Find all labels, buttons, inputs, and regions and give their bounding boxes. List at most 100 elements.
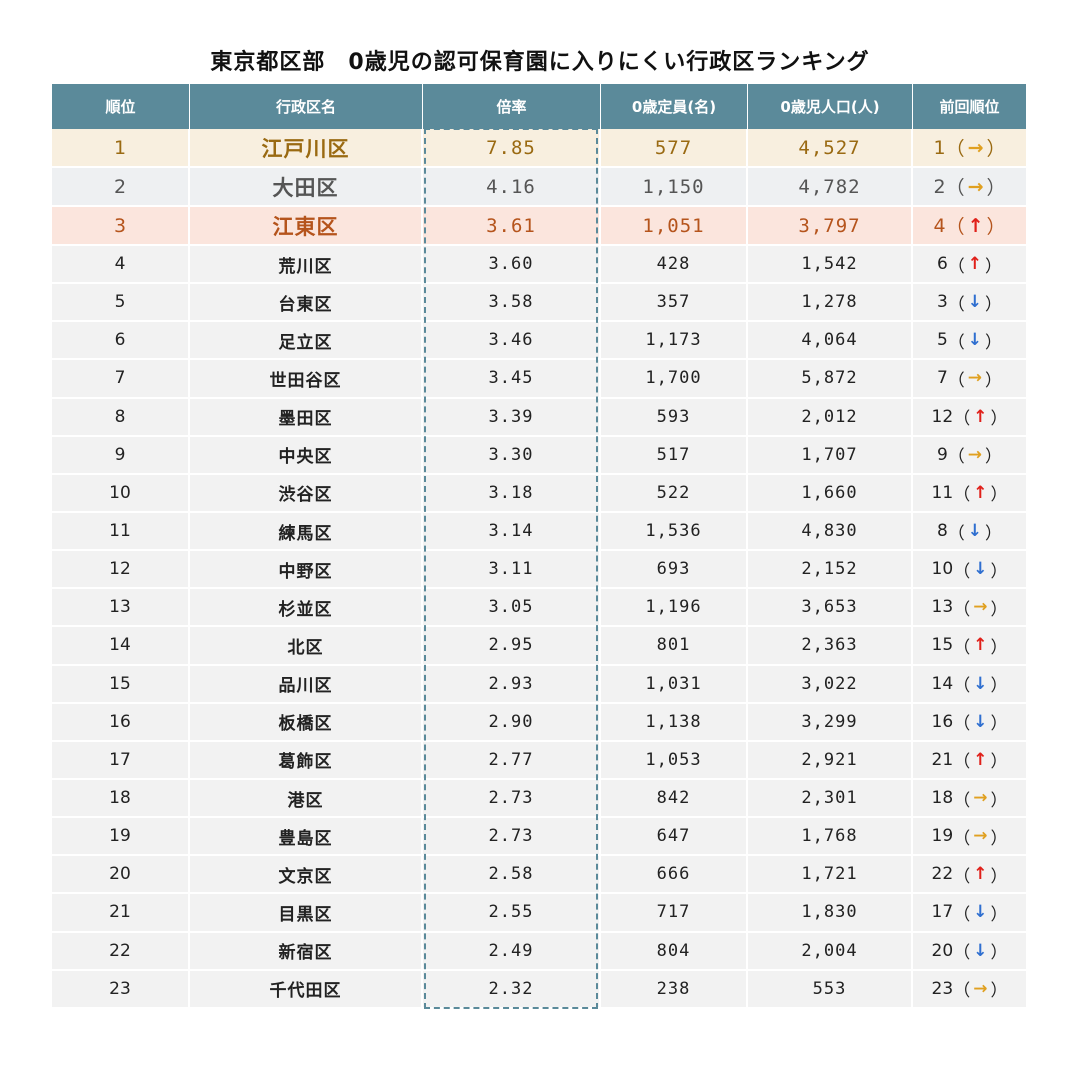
prev-rank-value: 10: [931, 559, 954, 580]
cell-population: 2,921: [748, 741, 913, 778]
paren-close: ）: [990, 637, 1008, 658]
cell-ward: 世田谷区: [190, 360, 423, 397]
cell-ratio: 7.85: [423, 129, 601, 166]
table-row: 2 大田区 4.16 1,150 4,782 2 （→）: [52, 168, 1026, 207]
cell-ratio: 3.11: [423, 551, 601, 588]
table-row: 5 台東区 3.58 357 1,278 3 （↓）: [52, 284, 1026, 323]
cell-rank: 14: [52, 627, 190, 664]
cell-population: 2,363: [748, 627, 913, 664]
prev-rank-value: 12: [931, 406, 954, 427]
cell-capacity: 666: [601, 856, 748, 893]
cell-rank: 20: [52, 856, 190, 893]
cell-ward: 豊島区: [190, 818, 423, 855]
table-row: 9 中央区 3.30 517 1,707 9 （→）: [52, 436, 1026, 475]
paren-open: （: [953, 637, 971, 658]
cell-prev-rank: 23 （→）: [913, 971, 1026, 1007]
arrow-up-icon: ↑: [973, 406, 988, 427]
paren-close: ）: [986, 177, 1006, 199]
ranking-table: 順位 行政区名 倍率 0歳定員(名) 0歳児人口(人) 前回順位 1 江戸川区 7.…: [52, 84, 1026, 1009]
cell-ratio: 2.73: [423, 779, 601, 817]
cell-population: 2,012: [748, 398, 913, 435]
paren-close: ）: [990, 866, 1008, 887]
cell-rank: 6: [52, 322, 190, 359]
prev-rank-value: 22: [931, 864, 954, 885]
cell-capacity: 804: [601, 932, 748, 969]
paren-close: ）: [985, 523, 1003, 544]
paren-close: ）: [990, 981, 1008, 1002]
paren-close: ）: [985, 447, 1003, 468]
cell-capacity: 717: [601, 894, 748, 931]
paren-close: ）: [985, 256, 1003, 277]
prev-rank-value: 8: [936, 521, 948, 542]
table-row: 13 杉並区 3.05 1,196 3,653 13 （→）: [52, 589, 1026, 628]
arrow-up-icon: ↑: [973, 482, 988, 503]
cell-ratio: 3.60: [423, 246, 601, 283]
cell-rank: 12: [52, 551, 190, 588]
cell-ward: 江東区: [190, 207, 423, 244]
cell-prev-rank: 16 （↓）: [913, 704, 1026, 740]
cell-population: 4,527: [748, 129, 913, 166]
paren-open: （: [953, 714, 971, 735]
column-header-capacity: 0歳定員(名): [601, 84, 748, 129]
cell-capacity: 1,700: [601, 360, 748, 397]
cell-ward: 江戸川区: [190, 129, 423, 166]
paren-close: ）: [990, 409, 1008, 430]
paren-open: （: [953, 485, 971, 506]
paren-open: （: [947, 523, 965, 544]
cell-capacity: 1,536: [601, 512, 748, 550]
paren-open: （: [953, 828, 971, 849]
cell-rank: 13: [52, 589, 190, 626]
prev-rank-value: 6: [936, 254, 948, 275]
arrow-down-icon: ↓: [967, 521, 983, 542]
table-row: 17 葛飾区 2.77 1,053 2,921 21 （↑）: [52, 741, 1026, 780]
cell-ward: 杉並区: [190, 589, 423, 626]
arrow-right-icon: →: [967, 444, 983, 465]
arrow-right-icon: →: [973, 788, 988, 809]
cell-prev-rank: 6 （↑）: [913, 246, 1026, 282]
cell-ward: 品川区: [190, 665, 423, 702]
cell-ratio: 2.93: [423, 665, 601, 702]
paren-open: （: [947, 294, 965, 315]
arrow-down-icon: ↓: [973, 673, 988, 694]
table-row: 3 江東区 3.61 1,051 3,797 4 （↑）: [52, 207, 1026, 246]
cell-prev-rank: 17 （↓）: [913, 894, 1026, 930]
prev-rank-value: 9: [936, 444, 948, 465]
column-header-prev-rank: 前回順位: [939, 98, 1000, 116]
table-row: 1 江戸川区 7.85 577 4,527 1 （→）: [52, 129, 1026, 168]
table-row: 12 中野区 3.11 693 2,152 10 （↓）: [52, 551, 1026, 590]
cell-rank: 7: [52, 360, 190, 397]
cell-ward: 荒川区: [190, 246, 423, 283]
cell-ratio: 3.30: [423, 436, 601, 473]
cell-prev-rank: 7 （→）: [913, 360, 1026, 396]
prev-rank-value: 7: [936, 368, 948, 389]
table-row: 21 目黒区 2.55 717 1,830 17 （↓）: [52, 894, 1026, 933]
table-row: 6 足立区 3.46 1,173 4,064 5 （↓）: [52, 322, 1026, 361]
prev-rank-value: 2: [933, 175, 946, 198]
cell-ratio: 2.49: [423, 932, 601, 969]
paren-open: （: [953, 752, 971, 773]
table-row: 18 港区 2.73 842 2,301 18 （→）: [52, 779, 1026, 819]
cell-ward: 足立区: [190, 322, 423, 359]
cell-rank: 23: [52, 970, 190, 1007]
cell-ward: 目黒区: [190, 894, 423, 931]
cell-population: 3,797: [748, 207, 913, 244]
arrow-down-icon: ↓: [967, 330, 983, 351]
paren-close: ）: [990, 676, 1008, 697]
arrow-up-icon: ↑: [967, 254, 983, 275]
cell-rank: 19: [52, 818, 190, 855]
paren-close: ）: [990, 943, 1008, 964]
cell-prev-rank: 8 （↓）: [913, 513, 1026, 549]
cell-ratio: 2.55: [423, 894, 601, 931]
cell-ward: 新宿区: [190, 932, 423, 969]
column-header-ward: 行政区名: [190, 84, 423, 129]
prev-rank-value: 11: [931, 482, 954, 503]
cell-ward: 墨田区: [190, 398, 423, 435]
arrow-right-icon: →: [973, 826, 988, 847]
paren-open: （: [947, 332, 965, 353]
cell-prev-rank: 11 （↑）: [913, 475, 1026, 511]
cell-ward: 中野区: [190, 551, 423, 588]
table-row: 20 文京区 2.58 666 1,721 22 （↑）: [52, 856, 1026, 895]
cell-ratio: 3.14: [423, 512, 601, 550]
cell-ratio: 2.95: [423, 627, 601, 664]
cell-ratio: 3.45: [423, 360, 601, 397]
